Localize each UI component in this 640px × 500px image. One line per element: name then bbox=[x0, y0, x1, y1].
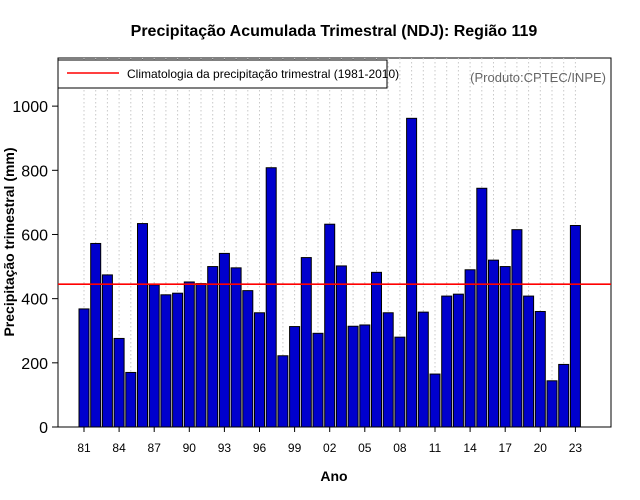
y-tick-label: 400 bbox=[21, 292, 48, 309]
bar-1987 bbox=[148, 284, 160, 428]
x-tick-label: 84 bbox=[112, 441, 126, 455]
x-tick-label: 93 bbox=[218, 441, 232, 455]
y-tick-label: 200 bbox=[21, 356, 48, 373]
credit-text: (Produto:CPTEC/INPE) bbox=[470, 70, 606, 85]
bar-2009 bbox=[406, 117, 418, 428]
x-axis-title: Ano bbox=[320, 468, 347, 484]
bar-1994 bbox=[230, 267, 242, 428]
bar-2016 bbox=[488, 259, 499, 428]
bar-series bbox=[78, 117, 581, 428]
bar-1998 bbox=[277, 355, 289, 428]
x-tick-label: 20 bbox=[534, 441, 548, 455]
x-tick-label: 96 bbox=[253, 441, 267, 455]
bar-2018 bbox=[511, 229, 523, 428]
bar-2010 bbox=[417, 311, 429, 428]
bar-1984 bbox=[113, 337, 125, 428]
bar-1982 bbox=[90, 242, 102, 428]
bar-2005 bbox=[359, 324, 371, 428]
x-tick-label: 99 bbox=[288, 441, 302, 455]
legend-box bbox=[57, 59, 388, 89]
bar-2000 bbox=[300, 257, 312, 428]
bar-1985 bbox=[125, 371, 137, 428]
y-tick-label: 0 bbox=[39, 420, 48, 437]
bar-1988 bbox=[160, 294, 172, 428]
chart-title: Precipitação Acumulada Trimestral (NDJ):… bbox=[131, 23, 538, 40]
x-tick-label: 05 bbox=[358, 441, 372, 455]
bar-2001 bbox=[312, 332, 324, 428]
legend: Climatologia da precipitação trimestral … bbox=[57, 59, 399, 89]
bar-2002 bbox=[324, 223, 336, 428]
bar-2013 bbox=[452, 293, 464, 428]
bar-2012 bbox=[441, 295, 453, 428]
bar-1992 bbox=[207, 266, 219, 428]
bar-2008 bbox=[394, 336, 406, 428]
bar-1999 bbox=[289, 326, 301, 428]
bar-2020 bbox=[534, 310, 546, 428]
y-axis-title: Precipitação trimestral (mm) bbox=[1, 147, 17, 336]
bar-2015 bbox=[476, 187, 488, 428]
bar-1993 bbox=[218, 252, 230, 428]
y-tick-label: 600 bbox=[21, 227, 48, 244]
x-axis: 81 84 87 90 93 96 99 02 05 08 11 14 17 20 23 bbox=[77, 427, 582, 455]
x-tick-label: 87 bbox=[148, 441, 162, 455]
bar-1990 bbox=[183, 281, 195, 428]
bar-2003 bbox=[335, 265, 347, 428]
x-tick-label: 08 bbox=[393, 441, 407, 455]
bar-1981 bbox=[78, 308, 90, 428]
y-axis: 0 200 400 600 800 1000 bbox=[12, 99, 58, 437]
bar-2014 bbox=[464, 269, 476, 428]
x-tick-label: 17 bbox=[499, 441, 513, 455]
bar-1986 bbox=[137, 223, 148, 428]
x-tick-label: 02 bbox=[323, 441, 337, 455]
x-tick-label: 11 bbox=[429, 441, 442, 455]
bar-1997 bbox=[265, 167, 277, 428]
x-tick-label: 90 bbox=[183, 441, 197, 455]
x-tick-label: 23 bbox=[569, 441, 583, 455]
bar-1995 bbox=[242, 290, 254, 428]
bar-2022 bbox=[558, 363, 570, 428]
bar-2006 bbox=[371, 271, 382, 428]
bar-1996 bbox=[254, 312, 265, 428]
bar-2021 bbox=[546, 380, 558, 428]
bar-1989 bbox=[172, 292, 184, 428]
bar-2004 bbox=[347, 325, 359, 428]
bar-2017 bbox=[499, 266, 511, 428]
y-tick-label: 1000 bbox=[12, 99, 48, 116]
bar-1991 bbox=[195, 283, 207, 428]
y-tick-label: 800 bbox=[21, 163, 48, 180]
x-tick-label: 14 bbox=[463, 441, 477, 455]
bar-1983 bbox=[101, 274, 113, 428]
bar-2011 bbox=[429, 373, 441, 428]
x-tick-label: 81 bbox=[77, 441, 91, 455]
bar-2007 bbox=[382, 312, 394, 428]
bar-2023 bbox=[569, 224, 581, 428]
bar-2019 bbox=[523, 295, 535, 428]
legend-label: Climatologia da precipitação trimestral … bbox=[127, 67, 399, 81]
